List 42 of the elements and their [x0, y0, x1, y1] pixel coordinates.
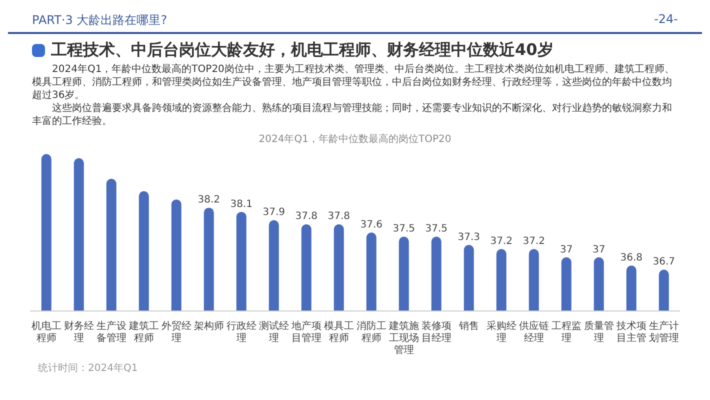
data-label: 37.5 [425, 224, 448, 235]
data-label: 36.8 [620, 252, 643, 264]
x-tick-label: 质量管理 [584, 320, 614, 344]
text: 这些岗位普遍要求具备跨领域的资源整合能力、熟练的项目流程与管理技能；同时，还需要专业知识的不断深化、对行业趋势的敏锐洞察力和丰富的工作经验。 [32, 102, 673, 128]
data-label: 37.5 [392, 224, 416, 235]
text: 2024年Q1，年龄中位数最高的TOP20岗位中，主要为工程技术类、管理类、中后台类岗位。主工程技术类岗位如机电工程师、建筑工程师、模具工程师、消防工程师，和管理类岗位如生产设备管理、地产项目管理等职位，中后台岗位如财务经理、行政经理等，这些岗位的年龄中位数均超过36岁。 [32, 63, 676, 102]
text: -24- [654, 12, 678, 28]
x-tick-label: 模具工程师 [324, 320, 354, 344]
text: PART·3 大龄出路在哪里? [32, 12, 168, 29]
x-tick-label: 地产项目管理 [290, 320, 322, 344]
chart-title: 工程技术、中后台岗位大龄友好，机电工程师、财务经理中位数近40岁 [51, 40, 554, 61]
x-tick-label: 行政经理 [226, 320, 256, 344]
data-label: 37.8 [295, 211, 318, 222]
x-tick-label: 外贸经理 [161, 320, 192, 344]
data-label: 37.6 [360, 220, 383, 230]
x-tick-label: 生产计划管理 [648, 320, 679, 344]
x-tick-label: 机电工程师 [31, 320, 62, 344]
chart-subtitle: 2024年Q1，年龄中位数最高的岗位TOP20 [258, 132, 452, 146]
x-tick-label: 测试经理 [258, 320, 289, 344]
data-label: 37.2 [522, 236, 546, 248]
text: 统计时间：2024年Q1 [38, 362, 139, 375]
data-label: 36.7 [652, 256, 676, 268]
x-tick-label: 消防工程师 [356, 320, 386, 344]
x-tick-label: 供应链经理 [518, 320, 549, 344]
x-tick-label: 销售 [458, 320, 479, 332]
data-label: 37 [592, 244, 606, 256]
data-label: 37.3 [458, 232, 480, 243]
x-tick-label: 建筑施工现场管理 [388, 320, 419, 356]
data-label: 37.9 [262, 207, 286, 218]
x-tick-label: 采购经理 [486, 320, 516, 344]
x-tick-label: 装修项目经理 [421, 320, 452, 344]
x-tick-label: 建筑工程师 [128, 320, 159, 344]
x-tick-label: 技术项目主管 [615, 320, 646, 344]
x-tick-label: 生产设备管理 [96, 320, 126, 344]
x-tick-label: 财务经理 [64, 320, 94, 344]
x-tick-label: 架构师 [194, 320, 224, 332]
data-label: 38.2 [198, 194, 220, 206]
data-label: 37 [560, 244, 573, 256]
data-label: 37.2 [490, 236, 513, 248]
x-tick-label: 工程监理 [551, 320, 582, 344]
data-label: 37.8 [328, 211, 350, 222]
data-label: 38.1 [230, 198, 253, 210]
